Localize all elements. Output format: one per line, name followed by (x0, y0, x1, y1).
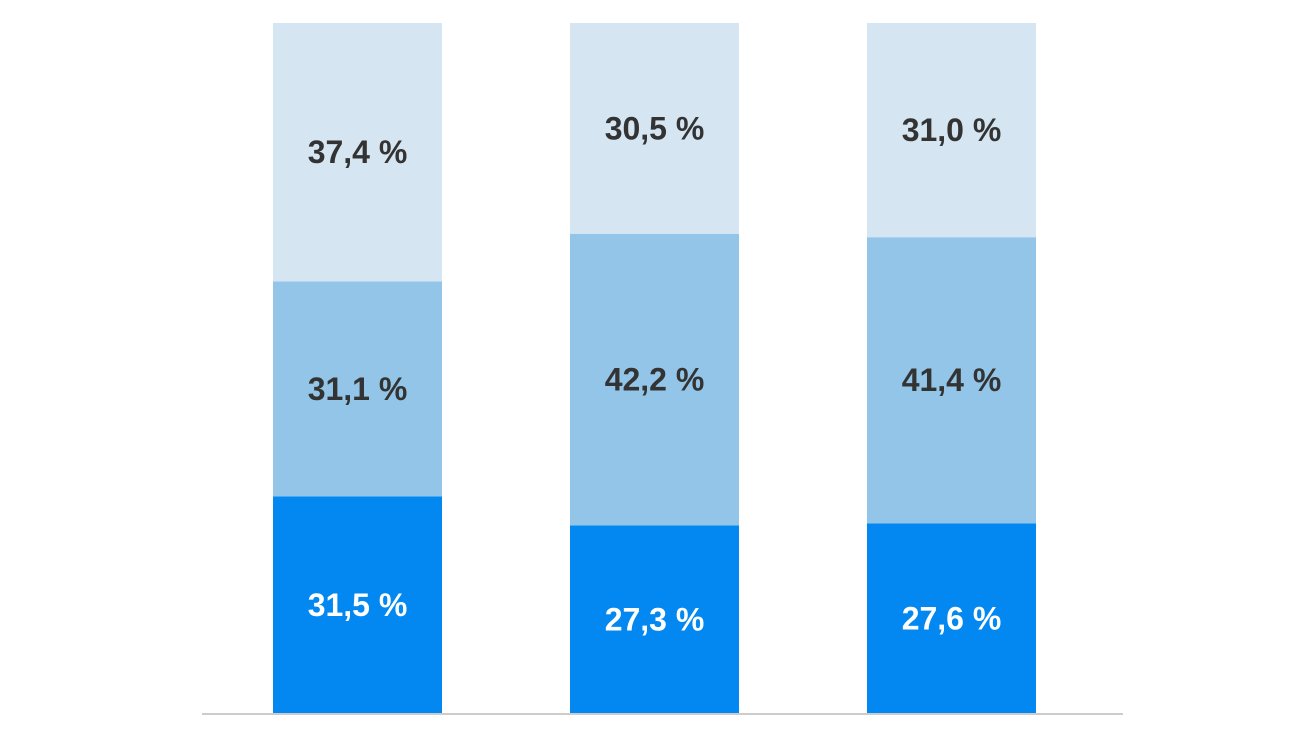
data-label-3-series-2: 41,4 % (902, 362, 1002, 398)
bar-segment-2-series-1 (570, 525, 739, 714)
bar-segment-1-series-2 (273, 281, 442, 497)
bar-segment-3-series-3 (867, 23, 1036, 238)
data-label-2-series-1: 27,3 % (605, 602, 705, 638)
data-label-1-series-3: 37,4 % (308, 134, 408, 170)
data-label-3-series-1: 27,6 % (902, 601, 1002, 637)
data-label-3-series-3: 31,0 % (902, 112, 1002, 148)
labels-group: 31,5 % 31,1 % 37,4 % 27,3 % 42,2 % 30,5 % 27,6… (308, 110, 1002, 637)
bar-segment-2-series-3 (570, 23, 739, 234)
bar-segment-1-series-1 (273, 496, 442, 714)
bar-segment-3-series-2 (867, 237, 1036, 524)
data-label-1-series-2: 31,1 % (308, 371, 408, 407)
data-label-1-series-1: 31,5 % (308, 587, 408, 623)
bars-group (273, 23, 1036, 714)
data-label-2-series-3: 30,5 % (605, 110, 705, 146)
bar-segment-3-series-1 (867, 523, 1036, 714)
bar-segment-1-series-3 (273, 23, 442, 282)
data-label-2-series-2: 42,2 % (605, 362, 705, 398)
bar-segment-2-series-2 (570, 233, 739, 526)
